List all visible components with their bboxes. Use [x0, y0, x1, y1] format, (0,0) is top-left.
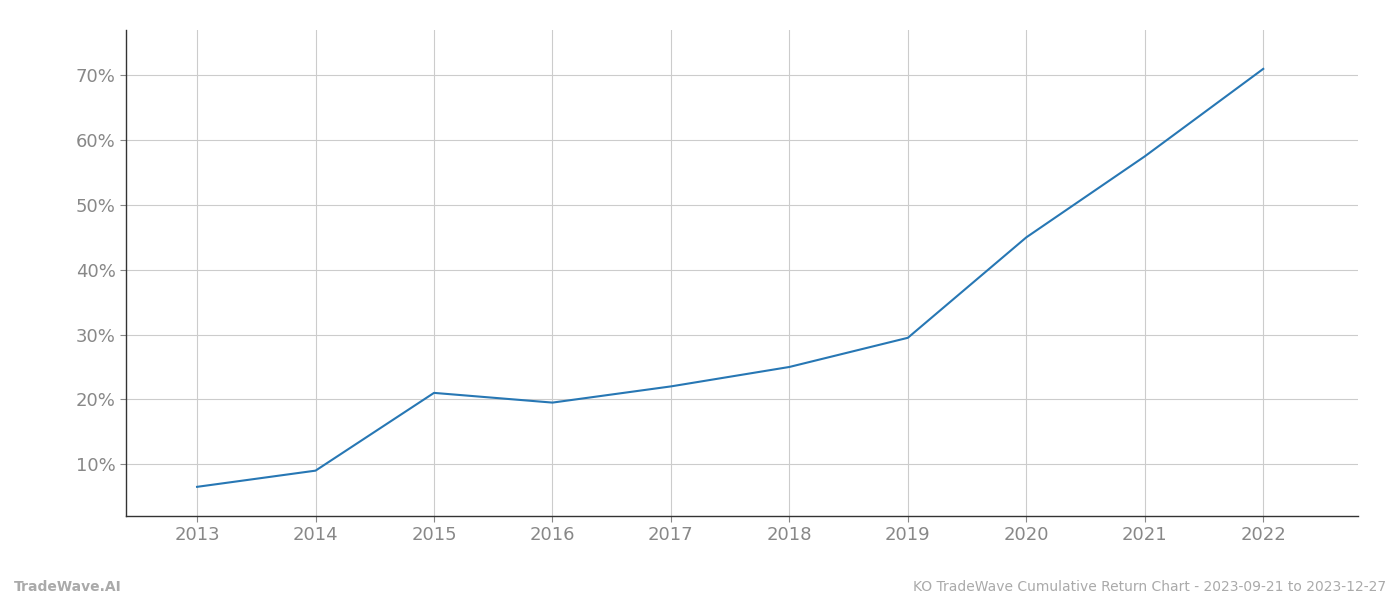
Text: TradeWave.AI: TradeWave.AI [14, 580, 122, 594]
Text: KO TradeWave Cumulative Return Chart - 2023-09-21 to 2023-12-27: KO TradeWave Cumulative Return Chart - 2… [913, 580, 1386, 594]
